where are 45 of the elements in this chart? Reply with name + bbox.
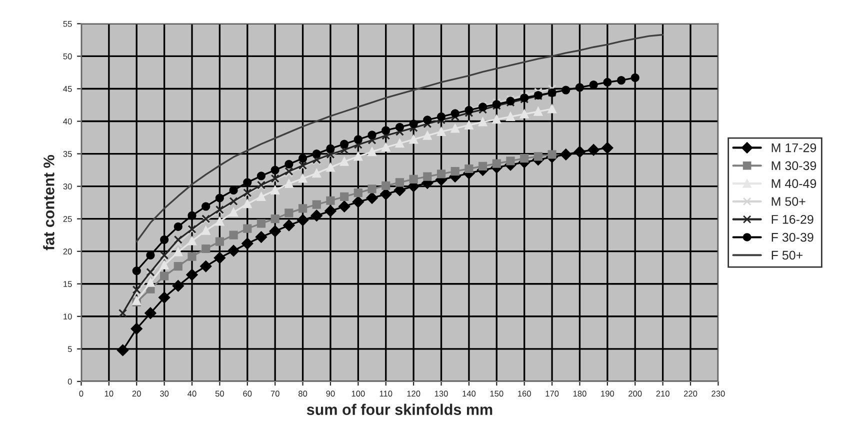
x-tick-label: 220 [684, 390, 698, 397]
x-tick-label: 150 [490, 390, 504, 397]
x-tick-label: 50 [215, 390, 224, 397]
legend-label: M 30-39 [772, 161, 816, 170]
y-tick-label: 35 [63, 150, 72, 157]
y-axis-title: fat content % [43, 155, 54, 250]
x-tick-label: 90 [326, 390, 335, 397]
y-tick-label: 15 [64, 281, 72, 287]
legend-label: F 16-29 [772, 214, 814, 224]
x-tick-label: 70 [270, 390, 280, 397]
x-tick-label: 170 [546, 390, 559, 397]
x-tick-label: 40 [188, 390, 196, 397]
x-tick-label: 130 [434, 390, 448, 397]
x-tick-label: 100 [352, 390, 365, 397]
legend-label: M 40-49 [772, 179, 816, 188]
legend-label: M 17-29 [772, 143, 816, 152]
x-tick-label: 210 [656, 390, 670, 397]
y-tick-label: 50 [63, 53, 72, 60]
x-tick-label: 120 [407, 390, 420, 397]
y-tick-label: 25 [63, 216, 72, 222]
legend-label: F 50+ [772, 250, 803, 260]
y-tick-label: 5 [68, 346, 72, 352]
x-tick-label: 10 [104, 390, 114, 397]
x-tick-label: 30 [160, 390, 169, 397]
x-tick-label: 110 [380, 390, 392, 397]
x-tick-label: 140 [462, 390, 476, 397]
x-tick-label: 80 [298, 390, 308, 397]
y-tick-label: 45 [63, 86, 72, 92]
x-tick-label: 160 [518, 390, 531, 397]
x-tick-label: 20 [132, 390, 141, 397]
x-tick-label: 60 [243, 390, 252, 397]
legend-label: M 50+ [772, 197, 806, 206]
y-tick-label: 10 [64, 314, 72, 320]
x-tick-label: 0 [79, 390, 84, 397]
y-tick-label: 40 [63, 118, 72, 124]
y-tick-label: 55 [63, 20, 72, 27]
x-axis-title: sum of four skinfolds mm [306, 404, 492, 416]
y-tick-label: 0 [68, 378, 72, 385]
y-tick-label: 30 [63, 184, 72, 190]
x-tick-label: 180 [573, 390, 586, 397]
x-tick-label: 230 [712, 390, 725, 397]
legend-label: F 30-39 [772, 232, 814, 242]
x-tick-label: 190 [601, 390, 614, 397]
x-tick-label: 200 [628, 390, 642, 397]
y-tick-label: 20 [63, 248, 72, 254]
